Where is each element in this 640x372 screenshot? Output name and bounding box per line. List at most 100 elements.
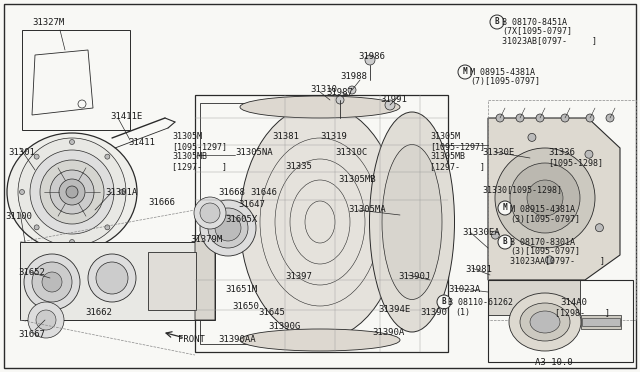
Text: M 08915-4381A: M 08915-4381A	[510, 205, 575, 214]
Circle shape	[194, 197, 226, 229]
Text: 314A0: 314A0	[560, 298, 587, 307]
Bar	[488, 280, 633, 362]
Circle shape	[498, 235, 512, 249]
Text: B 08170-8451A: B 08170-8451A	[502, 18, 567, 27]
Text: M: M	[463, 67, 467, 77]
Polygon shape	[32, 50, 93, 115]
Text: 31981: 31981	[465, 265, 492, 274]
Text: 31305MB: 31305MB	[338, 175, 376, 184]
Text: 31335: 31335	[285, 162, 312, 171]
Text: 31330EA: 31330EA	[462, 228, 500, 237]
Circle shape	[66, 186, 78, 198]
Text: 31305MB: 31305MB	[172, 152, 207, 161]
Text: 31394E: 31394E	[378, 305, 410, 314]
Text: 31305M: 31305M	[430, 132, 460, 141]
Text: 31652: 31652	[18, 268, 45, 277]
Text: 31390AA: 31390AA	[218, 335, 255, 344]
Text: 31330E: 31330E	[482, 148, 515, 157]
Circle shape	[545, 256, 554, 264]
Text: [1095-1297]: [1095-1297]	[430, 142, 485, 151]
Ellipse shape	[240, 96, 400, 118]
Text: 31646: 31646	[250, 188, 277, 197]
Bar	[195, 95, 448, 352]
Text: 31305M: 31305M	[172, 132, 202, 141]
Circle shape	[105, 225, 110, 230]
Bar	[582, 318, 620, 326]
Circle shape	[70, 240, 74, 244]
Bar	[581, 315, 621, 329]
Circle shape	[30, 150, 114, 234]
Text: 31986: 31986	[358, 52, 385, 61]
Circle shape	[50, 170, 94, 214]
Ellipse shape	[7, 133, 137, 251]
Text: (3)[1095-0797]: (3)[1095-0797]	[510, 215, 580, 224]
Circle shape	[365, 55, 375, 65]
Text: (3)[1095-0797]: (3)[1095-0797]	[510, 247, 580, 256]
Circle shape	[120, 189, 125, 195]
Text: 31411: 31411	[128, 138, 155, 147]
Text: FRONT: FRONT	[178, 335, 205, 344]
Circle shape	[215, 215, 241, 241]
Text: 31390G: 31390G	[268, 322, 300, 331]
Text: 31987: 31987	[326, 88, 353, 97]
Text: 31411E: 31411E	[110, 112, 142, 121]
Text: 31991: 31991	[380, 95, 407, 104]
Circle shape	[200, 203, 220, 223]
Text: [1297-    ]: [1297- ]	[430, 162, 485, 171]
Text: 31310: 31310	[310, 85, 337, 94]
Text: 31023AB[0797-     ]: 31023AB[0797- ]	[502, 36, 597, 45]
Text: 31651M: 31651M	[225, 285, 257, 294]
Text: [1095-1297]: [1095-1297]	[172, 142, 227, 151]
Text: [1095-1298]: [1095-1298]	[548, 158, 603, 167]
Bar	[488, 100, 636, 320]
Text: [1297-    ]: [1297- ]	[172, 162, 227, 171]
Text: 31379M: 31379M	[190, 235, 222, 244]
Ellipse shape	[240, 329, 400, 351]
Text: 31390A: 31390A	[372, 328, 404, 337]
Ellipse shape	[509, 293, 581, 351]
Text: 31023A: 31023A	[448, 285, 480, 294]
Circle shape	[492, 231, 499, 239]
Circle shape	[536, 114, 544, 122]
Circle shape	[88, 254, 136, 302]
Text: 31305NA: 31305NA	[235, 148, 273, 157]
Circle shape	[42, 272, 62, 292]
Text: 31390J: 31390J	[398, 272, 430, 281]
Text: 31381: 31381	[272, 132, 299, 141]
Circle shape	[437, 295, 451, 309]
Circle shape	[490, 15, 504, 29]
Text: (7X[1095-0797]: (7X[1095-0797]	[502, 27, 572, 36]
Text: A3 10.0: A3 10.0	[535, 358, 573, 367]
Polygon shape	[195, 210, 215, 320]
Text: 31667: 31667	[18, 330, 45, 339]
Ellipse shape	[520, 303, 570, 341]
Circle shape	[510, 163, 580, 233]
Bar	[20, 242, 215, 320]
Text: B: B	[502, 237, 508, 247]
Circle shape	[348, 86, 356, 94]
Circle shape	[208, 208, 248, 248]
Text: M 08915-4381A: M 08915-4381A	[470, 68, 535, 77]
Text: B: B	[442, 298, 446, 307]
Text: 31988: 31988	[340, 72, 367, 81]
Circle shape	[32, 262, 72, 302]
Circle shape	[586, 114, 594, 122]
Text: 31668: 31668	[218, 188, 245, 197]
Bar	[148, 252, 196, 310]
Text: B 08170-8301A: B 08170-8301A	[510, 238, 575, 247]
Bar	[200, 103, 290, 344]
Text: 31645: 31645	[258, 308, 285, 317]
Text: 31397: 31397	[285, 272, 312, 281]
Text: 31100: 31100	[5, 212, 32, 221]
Circle shape	[527, 180, 563, 216]
Circle shape	[19, 189, 24, 195]
Text: 31301A: 31301A	[105, 188, 137, 197]
Ellipse shape	[382, 144, 442, 299]
Bar	[22, 30, 130, 130]
Circle shape	[24, 254, 80, 310]
Text: (7)[1095-0797]: (7)[1095-0797]	[470, 77, 540, 86]
Circle shape	[18, 138, 126, 246]
Polygon shape	[488, 280, 580, 315]
Text: 31023AA[0797-     ]: 31023AA[0797- ]	[510, 256, 605, 265]
Circle shape	[59, 179, 85, 205]
